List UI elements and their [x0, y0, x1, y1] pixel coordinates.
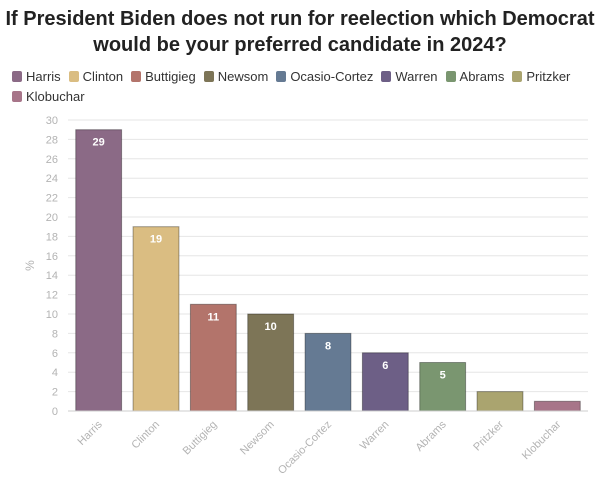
legend-swatch: [203, 70, 214, 82]
bar-value-label: 6: [382, 360, 388, 372]
bar: [361, 352, 409, 412]
y-tick-label: 8: [52, 328, 58, 340]
y-tick-label: 2: [52, 387, 58, 399]
legend-swatch: [131, 70, 142, 82]
bar-value-label: 29: [93, 137, 105, 149]
legend-label: Buttigieg: [145, 68, 196, 84]
bar-value-label: 10: [265, 321, 277, 333]
legend-swatch: [12, 90, 22, 102]
legend-label: Warren: [395, 68, 438, 84]
legend-label: Klobuchar: [26, 88, 85, 104]
legend-label: Pritzker: [526, 68, 571, 84]
legend-label: Newsom: [217, 68, 269, 84]
legend-item[interactable]: Buttigieg: [131, 69, 196, 84]
x-tick-label: Klobuchar: [520, 418, 564, 462]
legend-swatch: [12, 70, 22, 82]
bar: [189, 303, 237, 412]
x-tick-label: Abrams: [413, 418, 449, 454]
y-tick-label: 14: [46, 270, 58, 282]
x-tick-label: Newsom: [238, 419, 277, 458]
legend-label: Harris: [26, 68, 61, 84]
legend-item[interactable]: Warren: [381, 68, 438, 84]
legend-swatch: [276, 70, 287, 82]
bar: [132, 226, 180, 412]
legend-swatch: [68, 70, 79, 82]
bar: [419, 362, 467, 412]
bar-value-label: 5: [440, 370, 446, 382]
bar: [247, 313, 295, 412]
y-tick-label: 10: [46, 309, 58, 321]
y-axis-title: %: [23, 260, 37, 271]
legend: Harris Clinton Buttigieg Newsom Ocasio-Corte…: [12, 67, 592, 107]
legend-row: Harris Clinton Buttigieg Newsom Ocasio-Corte…: [12, 67, 592, 85]
y-tick-label: 28: [46, 134, 58, 146]
y-tick-label: 0: [52, 406, 58, 418]
y-tick-label: 20: [46, 212, 58, 224]
legend-item[interactable]: Ocasio-Cortez: [276, 69, 373, 84]
legend-swatch: [512, 70, 523, 82]
legend-item[interactable]: Newsom: [203, 68, 269, 84]
y-tick-label: 12: [46, 290, 58, 302]
legend-row: Klobuchar: [12, 87, 592, 105]
x-tick-label: Buttigieg: [181, 419, 220, 458]
y-tick-label: 22: [46, 193, 58, 205]
legend-swatch: [445, 70, 456, 82]
legend-item[interactable]: Clinton: [68, 68, 124, 84]
legend-item[interactable]: Klobuchar: [12, 89, 85, 104]
x-tick-label: Clinton: [129, 419, 162, 452]
x-tick-label: Pritzker: [471, 418, 506, 453]
chart-title: If President Biden does not run for reel…: [5, 8, 595, 56]
bar: [533, 400, 581, 412]
x-tick-label: Warren: [358, 419, 392, 453]
bar: [304, 332, 352, 412]
legend-label: Clinton: [82, 68, 124, 84]
y-tick-label: 24: [46, 173, 58, 185]
bar-value-label: 8: [325, 340, 331, 352]
x-tick-label: Ocasio-Cortez: [276, 419, 334, 477]
legend-label: Ocasio-Cortez: [290, 68, 374, 84]
y-tick-label: 6: [52, 348, 58, 360]
bar: [476, 391, 524, 412]
y-tick-label: 18: [46, 231, 58, 243]
legend-item[interactable]: Harris: [12, 69, 61, 84]
y-tick-label: 4: [52, 367, 58, 379]
x-tick-label: Harris: [76, 418, 106, 448]
bar-value-label: 11: [208, 311, 220, 323]
legend-item[interactable]: Pritzker: [512, 69, 570, 84]
bar-value-label: 19: [150, 234, 162, 246]
legend-swatch: [381, 70, 392, 82]
y-tick-label: 30: [46, 115, 58, 127]
legend-item[interactable]: Abrams: [445, 68, 505, 84]
bar: [75, 129, 123, 412]
y-tick-label: 26: [46, 154, 58, 166]
legend-label: Abrams: [459, 68, 505, 84]
y-tick-label: 16: [46, 251, 58, 263]
